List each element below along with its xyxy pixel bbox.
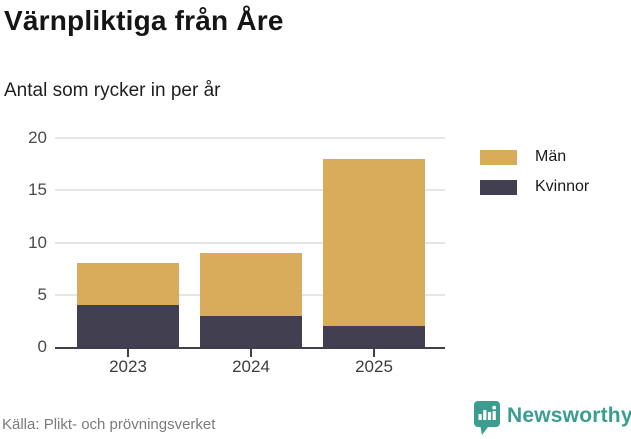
bar-segment-män-2025 xyxy=(323,158,425,327)
x-tick-label-2024: 2024 xyxy=(232,357,270,376)
newsworthy-icon xyxy=(474,401,500,435)
y-tick-label: 10 xyxy=(28,232,47,252)
bar-segment-män-2023 xyxy=(77,263,179,306)
legend-item-kvinnor: Kvinnor xyxy=(480,178,589,196)
legend-label-män: Män xyxy=(535,148,567,165)
source-note: Källa: Plikt- och prövningsverket xyxy=(2,416,216,433)
legend-swatch-män xyxy=(480,149,517,165)
chart-title: Värnpliktiga från Åre xyxy=(4,5,284,36)
gridline xyxy=(55,189,445,192)
legend: Män Kvinnor xyxy=(480,148,589,208)
brand-name: Newsworthy xyxy=(507,404,631,427)
x-tick xyxy=(127,349,129,357)
bar-segment-kvinnor-2024 xyxy=(200,315,302,347)
gridline xyxy=(55,241,445,244)
x-tick xyxy=(250,349,252,357)
plot-area xyxy=(55,137,445,349)
legend-swatch-kvinnor xyxy=(480,179,517,195)
gridline xyxy=(55,137,445,139)
newsworthy-logo[interactable]: Newsworthy xyxy=(474,401,631,435)
bar-segment-kvinnor-2023 xyxy=(77,305,179,347)
bar-segment-män-2024 xyxy=(200,252,302,316)
bar-segment-kvinnor-2025 xyxy=(323,326,425,347)
y-tick-label: 0 xyxy=(37,337,47,356)
x-tick-label-2025: 2025 xyxy=(355,357,393,376)
x-tick xyxy=(373,349,375,357)
chart-subtitle: Antal som rycker in per år xyxy=(4,80,221,101)
x-tick-label-2023: 2023 xyxy=(109,357,147,376)
legend-item-män: Män xyxy=(480,148,589,166)
y-tick-label: 15 xyxy=(28,180,47,200)
y-tick-label: 20 xyxy=(28,128,47,147)
y-tick-label: 5 xyxy=(37,284,47,304)
legend-label-kvinnor: Kvinnor xyxy=(535,178,590,195)
